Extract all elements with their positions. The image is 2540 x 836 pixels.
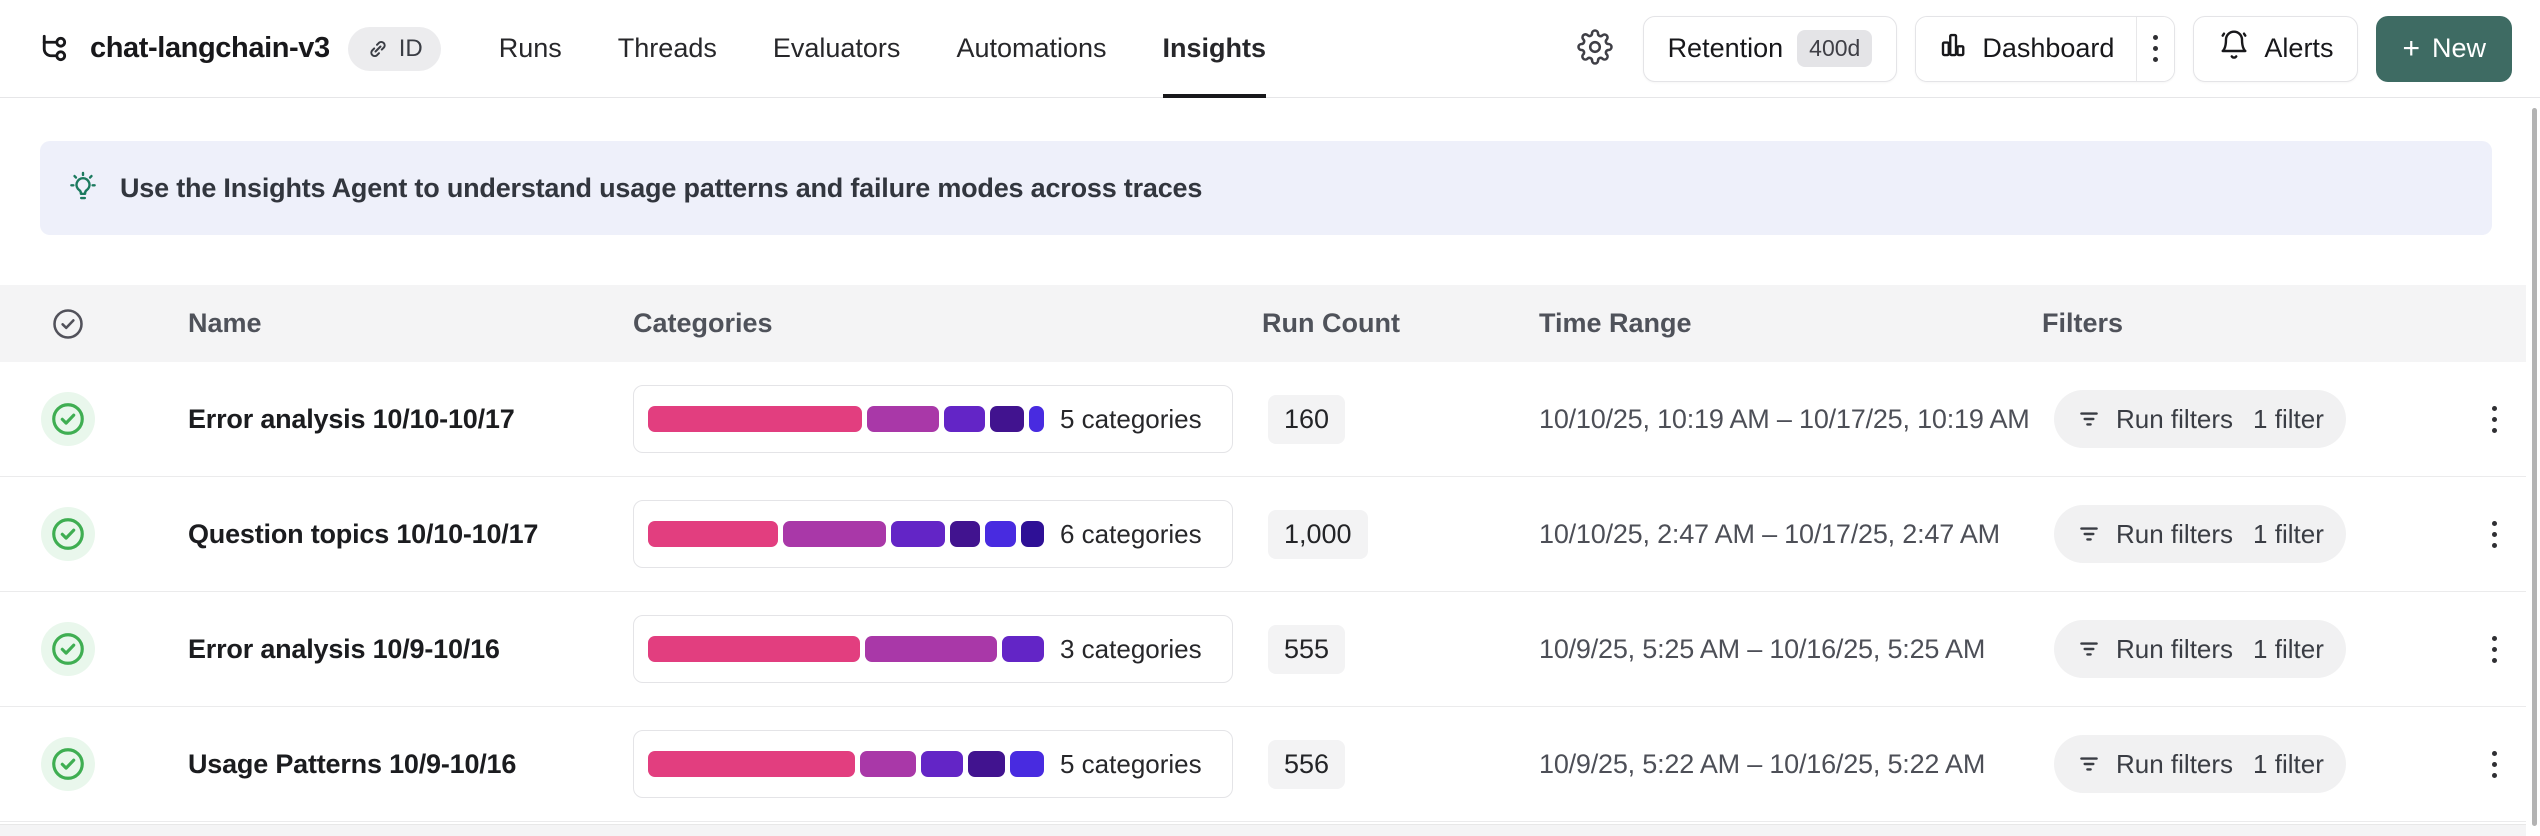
table-header-row: Name Categories Run Count Time Range Fil… <box>0 285 2526 362</box>
category-bar <box>648 406 1044 432</box>
kebab-icon <box>2153 35 2159 62</box>
column-header-filters: Filters <box>2042 308 2124 338</box>
top-bar: chat-langchain-v3 ID Runs Threads Evalua… <box>0 0 2540 98</box>
filter-lines-icon <box>2080 642 2098 656</box>
table-row[interactable]: Question topics 10/10-10/17 6 categories… <box>0 477 2526 592</box>
categories-summary[interactable]: 6 categories <box>633 500 1233 568</box>
tab-evaluators[interactable]: Evaluators <box>772 33 901 63</box>
insights-table: Name Categories Run Count Time Range Fil… <box>0 285 2526 822</box>
run-filters-pill[interactable]: Run filters 1 filter <box>2054 505 2346 563</box>
row-menu-button[interactable] <box>2491 635 2497 663</box>
time-range: 10/9/25, 5:22 AM – 10/16/25, 5:22 AM <box>1539 748 1986 779</box>
new-label: New <box>2431 33 2486 63</box>
tree-icon <box>36 31 72 67</box>
column-header-categories: Categories <box>633 308 773 338</box>
category-bar <box>648 751 1044 777</box>
filter-lines-icon <box>2080 412 2098 426</box>
categories-count-label: 5 categories <box>1060 748 1202 779</box>
categories-summary[interactable]: 5 categories <box>633 385 1233 453</box>
row-menu-button[interactable] <box>2491 750 2497 778</box>
time-range: 10/10/25, 2:47 AM – 10/17/25, 2:47 AM <box>1539 518 2000 549</box>
time-range: 10/10/25, 10:19 AM – 10/17/25, 10:19 AM <box>1539 403 2030 434</box>
next-section-edge <box>0 824 2526 836</box>
run-filters-pill[interactable]: Run filters 1 filter <box>2054 620 2346 678</box>
run-filters-pill[interactable]: Run filters 1 filter <box>2054 390 2346 448</box>
filter-lines-icon <box>2080 757 2098 771</box>
header-actions: Retention 400d Dashboard <box>1571 15 2512 82</box>
retention-label: Retention <box>1667 33 1784 63</box>
alerts-label: Alerts <box>2264 33 2334 63</box>
tab-insights[interactable]: Insights <box>1162 0 1267 98</box>
column-header-time-range: Time Range <box>1539 308 1692 338</box>
categories-summary[interactable]: 3 categories <box>633 615 1233 683</box>
tab-automations[interactable]: Automations <box>956 33 1107 63</box>
category-bar <box>648 636 1044 662</box>
run-count-badge: 160 <box>1268 394 1346 444</box>
categories-summary[interactable]: 5 categories <box>633 730 1233 798</box>
insight-name[interactable]: Error analysis 10/9-10/16 <box>188 633 500 664</box>
tab-threads[interactable]: Threads <box>617 33 717 63</box>
bell-icon <box>2218 29 2250 68</box>
insight-name[interactable]: Question topics 10/10-10/17 <box>188 518 539 549</box>
link-icon <box>366 37 390 61</box>
settings-button[interactable] <box>1571 23 1619 74</box>
row-menu-button[interactable] <box>2491 405 2497 433</box>
row-status-check <box>40 392 95 446</box>
row-status-check <box>40 507 95 561</box>
row-status-check <box>40 737 95 791</box>
bar-chart-icon <box>1938 30 1968 67</box>
insights-agent-banner: Use the Insights Agent to understand usa… <box>40 141 2492 235</box>
table-row[interactable]: Error analysis 10/10-10/17 5 categories … <box>0 362 2526 477</box>
alerts-button[interactable]: Alerts <box>2193 15 2359 82</box>
category-bar <box>648 521 1044 547</box>
gear-icon <box>1576 29 1613 68</box>
banner-text: Use the Insights Agent to understand usa… <box>120 172 1203 203</box>
vertical-scrollbar[interactable] <box>2532 108 2537 826</box>
categories-count-label: 5 categories <box>1060 403 1202 434</box>
column-header-name: Name <box>188 308 262 338</box>
categories-count-label: 6 categories <box>1060 518 1202 549</box>
table-row[interactable]: Error analysis 10/9-10/16 3 categories 5… <box>0 592 2526 707</box>
select-all-checkbox[interactable] <box>50 306 86 342</box>
project-header: chat-langchain-v3 ID <box>36 26 441 71</box>
retention-value-badge: 400d <box>1797 30 1873 67</box>
run-count-badge: 555 <box>1268 624 1346 674</box>
run-count-badge: 1,000 <box>1268 509 1368 559</box>
new-button[interactable]: + New <box>2376 15 2512 82</box>
table-row[interactable]: Usage Patterns 10/9-10/16 5 categories 5… <box>0 707 2526 822</box>
row-status-check <box>40 622 95 676</box>
dashboard-more-button[interactable] <box>2137 16 2175 81</box>
retention-button[interactable]: Retention 400d <box>1642 15 1898 82</box>
dashboard-button[interactable]: Dashboard <box>1916 16 2137 81</box>
dashboard-label: Dashboard <box>1982 33 2115 63</box>
filter-lines-icon <box>2080 527 2098 541</box>
tab-runs[interactable]: Runs <box>498 33 562 63</box>
insight-name[interactable]: Error analysis 10/10-10/17 <box>188 403 515 434</box>
lightbulb-icon <box>66 169 100 208</box>
run-filters-pill[interactable]: Run filters 1 filter <box>2054 735 2346 793</box>
row-menu-button[interactable] <box>2491 520 2497 548</box>
categories-count-label: 3 categories <box>1060 633 1202 664</box>
project-tabs: Runs Threads Evaluators Automations Insi… <box>498 0 1267 98</box>
plus-icon: + <box>2402 31 2420 65</box>
run-count-badge: 556 <box>1268 739 1346 789</box>
time-range: 10/9/25, 5:25 AM – 10/16/25, 5:25 AM <box>1539 633 1986 664</box>
id-badge-label: ID <box>398 34 423 62</box>
column-header-run-count: Run Count <box>1262 308 1400 338</box>
insight-name[interactable]: Usage Patterns 10/9-10/16 <box>188 748 517 779</box>
page-title: chat-langchain-v3 <box>90 32 330 64</box>
copy-id-badge[interactable]: ID <box>347 26 441 71</box>
button-divider <box>2136 16 2138 81</box>
dashboard-button-group: Dashboard <box>1915 15 2176 82</box>
